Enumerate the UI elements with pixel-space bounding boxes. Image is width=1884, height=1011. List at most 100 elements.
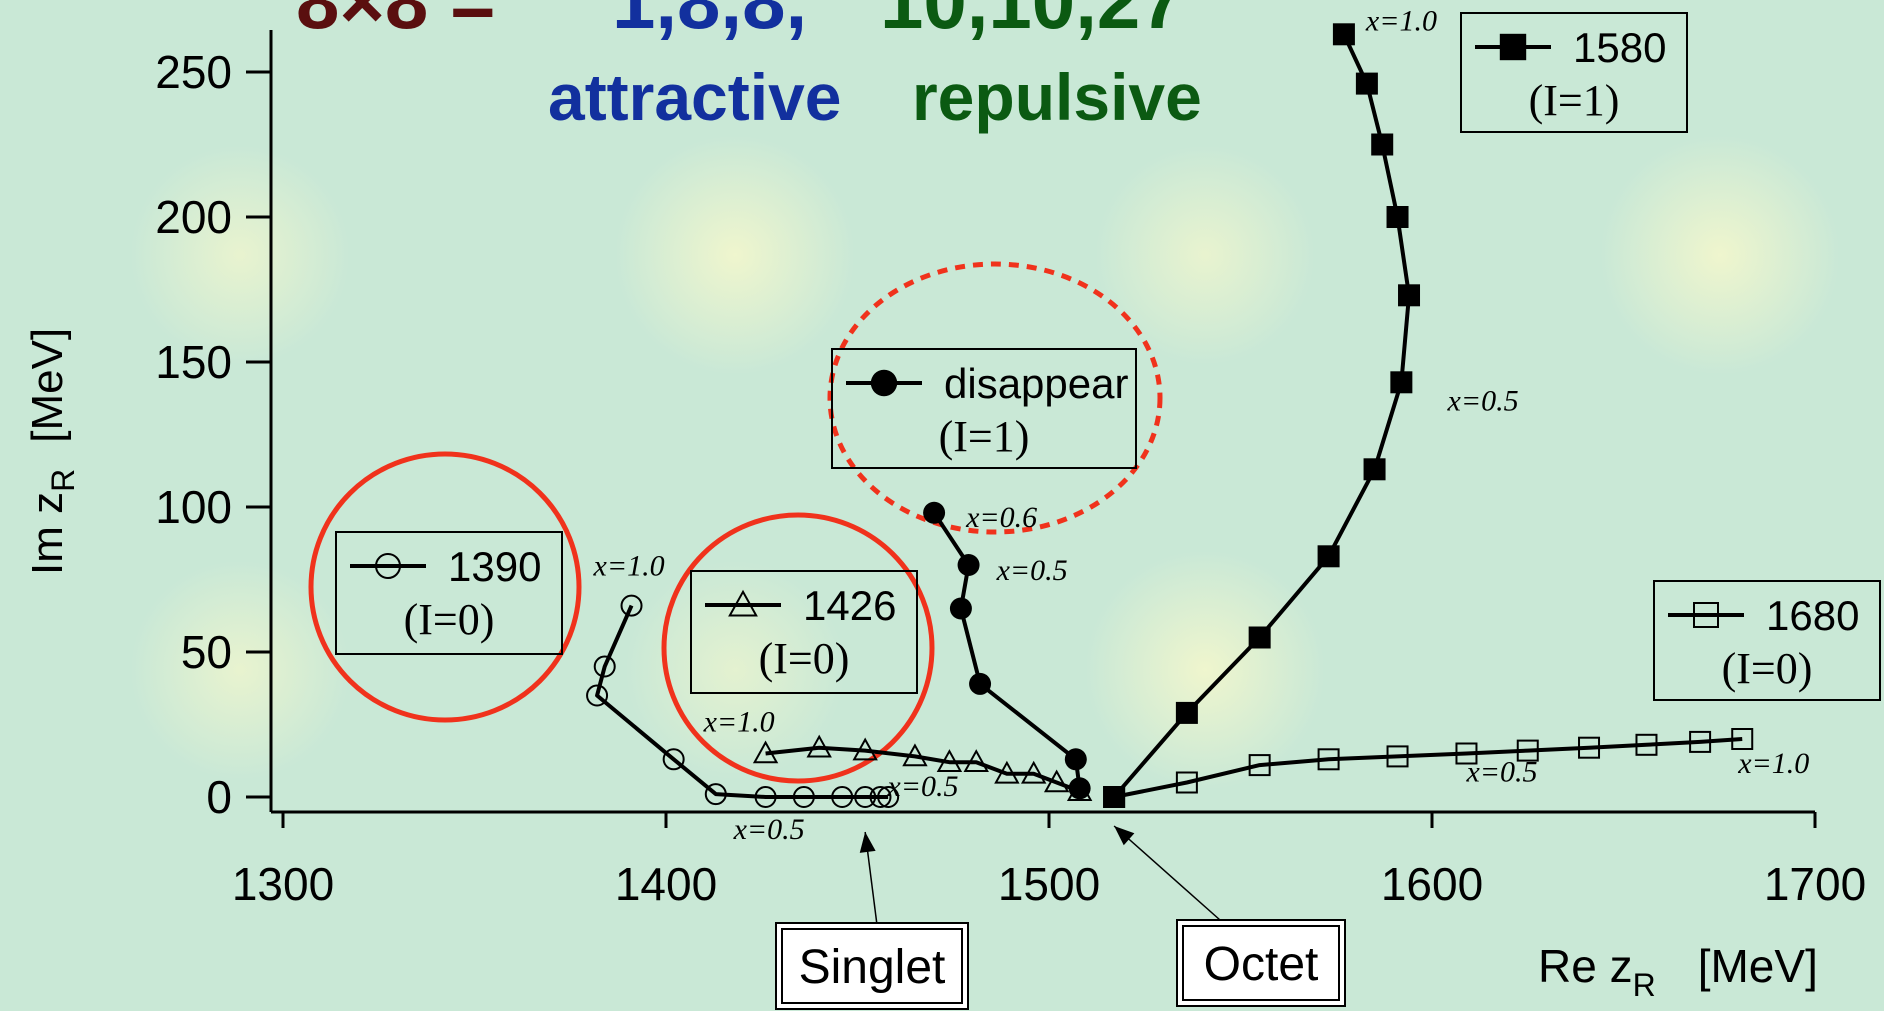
data-point-1680 (1516, 739, 1539, 762)
data-point-1680 (1248, 754, 1271, 777)
y-axis-label: Im zR [MeV] (23, 328, 81, 575)
x-tick-label: 1700 (1764, 858, 1866, 910)
series (586, 23, 1754, 808)
data-point-1580 (1175, 701, 1198, 724)
data-point-1390 (586, 684, 609, 707)
legend-name: 1426 (803, 582, 896, 629)
data-point-1680 (1731, 728, 1754, 750)
legend-boxes: 1390 (I=0) 1426 (I=0) disappear (I=1) 1580 (I=1… (335, 12, 1881, 701)
callout-arrow-head (859, 832, 876, 853)
point-label: x=0.5 (1465, 756, 1537, 789)
legend-name: 1390 (448, 543, 541, 590)
data-point-1390 (792, 786, 815, 808)
x-tick-label: 1600 (1381, 858, 1483, 910)
data-point-1580 (1248, 626, 1271, 649)
callout-inner-frame (1182, 925, 1340, 1001)
data-point-1390 (831, 786, 854, 808)
chart-title: 8×8 = 1,8,8, 10,10,27 attractive repulsive (296, 0, 1202, 134)
data-point-1680 (1455, 742, 1478, 765)
point-label: x=0.5 (996, 554, 1068, 587)
data-point-1426 (936, 749, 963, 772)
legend-frame (690, 570, 918, 694)
x-axis-label-sub: R (1633, 967, 1656, 1003)
data-point-1426 (752, 740, 779, 764)
series-line-1680 (1113, 737, 1743, 799)
series-line-1426 (765, 745, 1081, 794)
point-label: x=0.5 (886, 770, 958, 803)
data-point-1680 (1317, 748, 1340, 771)
callout-octet: Octet (1113, 825, 1346, 1007)
data-point-1426 (963, 749, 989, 772)
legend-box-disappear: disappear (I=1) (831, 348, 1137, 469)
x-tick-label: 1300 (232, 858, 334, 910)
callout-label: Singlet (799, 941, 946, 994)
data-point-disappear (969, 672, 992, 695)
legend-frame (1653, 580, 1881, 701)
legend-frame (831, 348, 1137, 469)
y-tick-label: 150 (155, 336, 232, 388)
legend-box-1390: 1390 (I=0) (335, 531, 563, 655)
legend-box-1580: 1580 (I=1) (1460, 12, 1688, 133)
data-point-1426 (806, 734, 832, 758)
highlight-circles (308, 261, 1163, 784)
series-disappear (923, 501, 1091, 800)
title-attractive: attractive (548, 60, 842, 134)
data-point-1580 (1398, 284, 1421, 307)
point-label: x=1.0 (703, 706, 775, 739)
y-tick-label: 0 (206, 771, 232, 823)
legend-marker (1499, 33, 1527, 61)
data-point-1390 (704, 783, 727, 806)
legend-box-1680: 1680 (I=0) (1653, 580, 1881, 701)
callout-inner-frame (781, 928, 963, 1004)
data-point-1680 (1103, 786, 1126, 808)
data-point-1680 (1578, 736, 1601, 759)
point-labels: x=1.0 x=0.5 x=1.0 x=0.5 x=0.6 x=0.5 x=1.0 x=0.5… (593, 4, 1810, 846)
y-axis-label-main: Im z (23, 492, 72, 575)
point-label: x=1.0 (593, 550, 665, 583)
highlight-circle-1390 (308, 451, 582, 723)
data-point-1426 (902, 743, 928, 767)
data-point-1390 (593, 655, 616, 678)
callout-singlet: Singlet (775, 831, 969, 1010)
point-label: x=1.0 (1365, 4, 1437, 37)
data-point-1580 (1390, 371, 1413, 394)
data-point-1580 (1355, 72, 1378, 95)
data-point-1426 (852, 737, 878, 761)
legend-isospin: (I=1) (939, 412, 1030, 461)
x-tick-label: 1400 (615, 858, 717, 910)
data-point-1580 (1317, 545, 1340, 568)
data-point-1680 (1175, 771, 1198, 794)
data-point-1580 (1332, 23, 1355, 46)
series-1390 (586, 594, 900, 808)
legend-frame (1460, 12, 1688, 133)
data-point-disappear (1064, 748, 1087, 771)
x-axis-label-unit: [MeV] (1698, 940, 1818, 992)
highlight-circle-disappear (827, 261, 1163, 535)
callout-arrow-head (1114, 826, 1135, 846)
data-point-1390 (854, 786, 877, 808)
legend-name: 1580 (1573, 24, 1666, 71)
legend-isospin: (I=0) (1722, 644, 1813, 693)
y-tick-label: 100 (155, 481, 232, 533)
point-label: x=1.0 (1737, 747, 1809, 780)
data-point-1580 (1371, 133, 1394, 156)
callout-arrow-line (1113, 825, 1221, 921)
legend-isospin: (I=0) (759, 634, 850, 683)
y-axis-label-unit: [MeV] (23, 328, 72, 443)
callouts: Singlet Octet (775, 825, 1346, 1010)
data-point-disappear (949, 597, 972, 620)
data-point-1680 (1689, 730, 1712, 753)
title-reps-attractive: 1,8,8, (612, 0, 807, 45)
data-point-1680 (1635, 733, 1658, 756)
legend-isospin: (I=0) (404, 595, 495, 644)
series-1680 (1103, 728, 1754, 808)
y-tick-label: 200 (155, 191, 232, 243)
data-point-disappear (1068, 777, 1091, 800)
title-prefix: 8×8 = (296, 0, 496, 45)
point-label: x=0.6 (965, 501, 1037, 534)
title-reps-repulsive: 10,10,27 (880, 0, 1184, 45)
y-tick-label: 50 (181, 626, 232, 678)
legend-box-1426: 1426 (I=0) (690, 570, 918, 694)
